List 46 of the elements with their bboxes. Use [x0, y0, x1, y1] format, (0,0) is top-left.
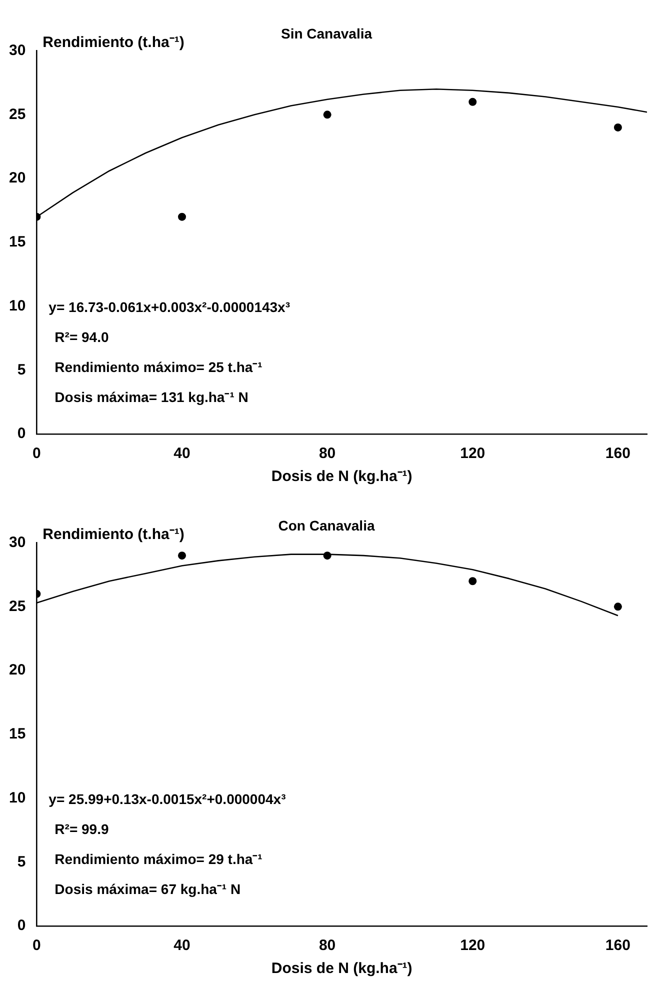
y-axis-title: Rendimiento (t.ha⁻¹) — [42, 34, 184, 51]
point — [468, 577, 477, 586]
x-tick-label: 0 — [32, 937, 41, 954]
x-tick-label: 160 — [605, 445, 630, 462]
x-tick-label: 120 — [460, 937, 486, 954]
y-tick-label: 10 — [8, 789, 26, 806]
annotation: Dosis máxima= 131 kg.ha⁻¹ N — [54, 389, 248, 405]
x-tick-label: 0 — [32, 445, 41, 462]
x-tick-label: 80 — [318, 445, 336, 462]
annotation: y= 25.99+0.13x-0.0015x²+0.000004x³ — [48, 791, 286, 807]
annotation: Dosis máxima= 67 kg.ha⁻¹ N — [54, 881, 241, 897]
point — [178, 212, 186, 221]
y-tick-label: 25 — [8, 106, 26, 123]
y-tick-label: 0 — [17, 917, 26, 934]
x-tick-label: 120 — [460, 445, 486, 462]
annotation: Rendimiento máximo= 25 t.ha⁻¹ — [54, 359, 263, 375]
x-tick-label: 40 — [174, 937, 190, 954]
annotation: y= 16.73-0.061x+0.003x²-0.0000143x³ — [48, 299, 290, 315]
y-tick-label: 10 — [8, 297, 26, 314]
annotation: Rendimiento máximo= 29 t.ha⁻¹ — [54, 851, 263, 867]
chart-title: Con Canavalia — [278, 517, 375, 534]
x-tick-label: 80 — [318, 937, 336, 954]
point — [178, 552, 186, 560]
point — [323, 552, 332, 560]
point — [614, 602, 622, 611]
y-tick-label: 15 — [8, 234, 26, 251]
y-tick-label: 20 — [8, 662, 26, 679]
chart-title: Sin Canavalia — [280, 25, 372, 42]
x-axis-title: Dosis de N (kg.ha⁻¹) — [271, 960, 412, 978]
y-tick-label: 0 — [17, 425, 26, 442]
y-tick-label: 30 — [8, 42, 26, 59]
x-axis-title: Dosis de N (kg.ha⁻¹) — [271, 468, 412, 486]
x-tick-label: 40 — [174, 445, 190, 462]
y-tick-label: 30 — [8, 534, 26, 551]
y-axis-title: Rendimiento (t.ha⁻¹) — [42, 526, 184, 543]
y-tick-label: 20 — [8, 170, 26, 187]
y-tick-label: 5 — [17, 853, 26, 870]
point — [614, 123, 622, 132]
y-tick-label: 5 — [17, 361, 26, 378]
y-tick-label: 15 — [8, 726, 26, 743]
annotation: R²= 99.9 — [54, 821, 109, 837]
y-tick-label: 25 — [8, 598, 26, 615]
point — [323, 110, 332, 119]
x-tick-label: 160 — [605, 937, 630, 954]
point — [468, 98, 477, 106]
annotation: R²= 94.0 — [54, 329, 109, 345]
